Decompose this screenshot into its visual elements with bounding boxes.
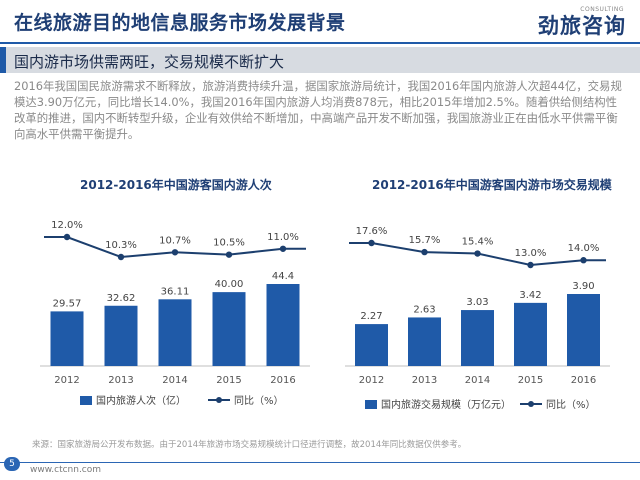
growth-label: 11.0%	[267, 232, 299, 243]
bar-value-label: 36.11	[161, 286, 190, 297]
growth-label: 15.7%	[409, 235, 441, 246]
legend-bar-swatch	[365, 400, 377, 409]
legend-bar-swatch	[80, 396, 92, 405]
growth-point	[527, 261, 534, 269]
chart-title-visitors: 2012-2016年中国游客国内游人次	[80, 178, 272, 192]
bar	[355, 324, 388, 366]
growth-point	[63, 233, 71, 241]
x-tick-label: 2015	[216, 375, 241, 386]
bar	[461, 310, 494, 366]
growth-point	[580, 257, 587, 264]
bar	[158, 299, 192, 366]
bar-value-label: 3.42	[519, 290, 541, 301]
legend-line-label: 同比（%）	[546, 399, 596, 411]
x-tick-label: 2013	[108, 375, 133, 386]
growth-label: 10.7%	[159, 235, 191, 246]
x-tick-label: 2012	[54, 375, 79, 386]
x-tick-label: 2014	[162, 375, 187, 386]
page-title: 在线旅游目的地信息服务市场发展背景	[14, 12, 346, 34]
growth-point	[279, 245, 287, 252]
growth-label: 13.0%	[515, 248, 547, 259]
growth-label: 12.0%	[51, 220, 83, 231]
bar	[212, 292, 246, 366]
growth-label: 10.5%	[213, 238, 245, 249]
x-tick-label: 2016	[270, 375, 295, 386]
growth-label: 10.3%	[105, 240, 137, 251]
bar-value-label: 3.90	[572, 281, 594, 292]
bar-value-label: 3.03	[466, 297, 488, 308]
source-note: 来源：国家旅游局公开发布数据。由于2014年旅游市场交易规模统计口径进行调整，故…	[32, 440, 467, 450]
growth-point	[225, 251, 233, 258]
bar-value-label: 2.63	[413, 304, 435, 315]
x-tick-label: 2013	[412, 375, 437, 386]
x-tick-label: 2016	[571, 375, 596, 386]
legend-line-marker	[216, 397, 222, 403]
intro-paragraph: 2016年我国国民旅游需求不断释放，旅游消费持续升温，据国家旅游局统计，我国20…	[14, 79, 622, 141]
bar	[266, 284, 300, 366]
growth-point	[368, 239, 375, 247]
legend-line-marker	[528, 401, 534, 407]
growth-point	[117, 253, 125, 261]
growth-label: 15.4%	[462, 237, 494, 248]
legend-bar-label: 国内旅游交易规模（万亿元）	[381, 398, 511, 411]
header: 在线旅游目的地信息服务市场发展背景 CONSULTING 劲旅咨询	[0, 0, 640, 44]
bar-value-label: 2.27	[360, 311, 382, 322]
growth-label: 14.0%	[568, 243, 600, 254]
legend-bar-label: 国内旅游人次（亿）	[96, 394, 186, 407]
logo: CONSULTING 劲旅咨询	[516, 6, 626, 40]
chart-title-revenue: 2012-2016年中国游客国内游市场交易规模	[372, 178, 612, 192]
subtitle-bar: 国内游市场供需两旺，交易规模不断扩大	[0, 47, 640, 73]
bar	[104, 305, 138, 366]
header-divider	[0, 42, 640, 44]
page-number: 5	[4, 457, 20, 471]
bar-value-label: 32.62	[107, 293, 136, 304]
legend-line-label: 同比（%）	[234, 395, 284, 407]
growth-label: 17.6%	[356, 226, 388, 237]
x-tick-label: 2015	[518, 375, 543, 386]
bar-value-label: 29.57	[53, 298, 82, 309]
footer-url: www.ctcnn.com	[30, 465, 102, 475]
x-tick-label: 2014	[465, 375, 490, 386]
x-tick-label: 2012	[359, 375, 384, 386]
bar-value-label: 44.4	[272, 271, 294, 282]
footer-divider	[0, 462, 640, 463]
growth-point	[171, 249, 179, 256]
bar	[50, 311, 84, 366]
bar	[514, 302, 547, 366]
logo-sub: CONSULTING	[580, 6, 624, 13]
subtitle-accent	[0, 47, 6, 73]
bar	[408, 317, 441, 366]
growth-point	[474, 250, 481, 257]
chart-visitors: 29.57 2012 32.62 2013 36.11 2014 40.00 2015 44.4…	[40, 220, 310, 407]
growth-point	[421, 248, 428, 256]
chart-revenue: 2.27 2012 2.63 2013 3.03 2014 3.42 2015 3.90 2016…	[345, 226, 610, 411]
logo-text: 劲旅咨询	[538, 14, 626, 38]
bar	[567, 294, 600, 366]
subtitle: 国内游市场供需两旺，交易规模不断扩大	[14, 53, 285, 71]
bar-value-label: 40.00	[215, 279, 244, 290]
